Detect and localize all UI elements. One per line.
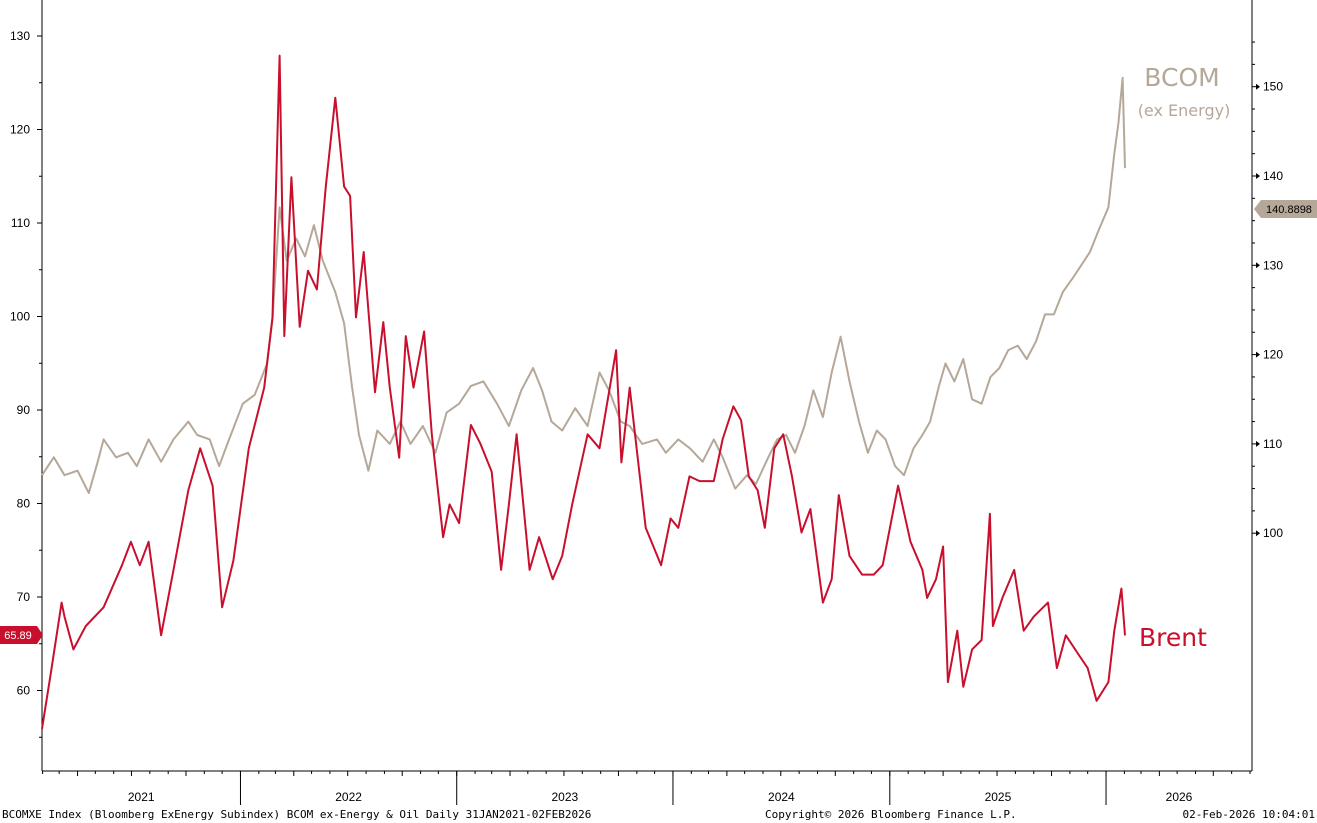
left-tick-label: 70: [17, 590, 31, 604]
right-tick-arrow: [1256, 440, 1260, 447]
x-year-label: 2021: [128, 790, 155, 804]
bcom-series-label: BCOM: [1144, 63, 1219, 92]
brent-last-value-badge: 65.89: [0, 626, 43, 644]
series-layer: [41, 54, 1126, 729]
x-year-label: 2023: [551, 790, 578, 804]
axes-layer: 60 70 80 90 100 110 120 130 100 110 120 130 140 150 20…: [10, 0, 1283, 805]
right-tick-arrow: [1256, 351, 1260, 358]
footer-copyright: Copyright© 2026 Bloomberg Finance L.P.: [765, 808, 1017, 821]
right-tick-label: 120: [1263, 348, 1283, 362]
right-tick-arrow: [1256, 83, 1260, 90]
bcom-series-line: [41, 76, 1126, 494]
left-tick-label: 90: [17, 403, 31, 417]
brent-last-value: 65.89: [4, 630, 32, 642]
right-tick-label: 150: [1263, 80, 1283, 94]
right-tick-label: 110: [1263, 437, 1282, 451]
brent-series-label: Brent: [1139, 623, 1207, 652]
footer-timestamp: 02-Feb-2026 10:04:01: [1183, 808, 1315, 821]
brent-series-line: [41, 54, 1126, 729]
left-tick-label: 130: [10, 29, 30, 43]
left-tick-label: 100: [10, 310, 30, 324]
bcom-last-value-badge: 140.8898: [1254, 200, 1317, 218]
footer-source: BCOMXE Index (Bloomberg ExEnergy Subinde…: [2, 808, 591, 821]
right-tick-label: 100: [1263, 526, 1283, 540]
x-year-label: 2024: [768, 790, 795, 804]
bcom-series-sublabel: (ex Energy): [1138, 101, 1231, 120]
right-tick-arrow: [1256, 173, 1260, 179]
right-tick-arrow: [1256, 530, 1260, 537]
left-tick-label: 60: [17, 684, 31, 698]
right-tick-label: 140: [1263, 169, 1283, 183]
left-tick-label: 120: [10, 123, 30, 137]
right-tick-label: 130: [1263, 258, 1283, 272]
x-year-label: 2026: [1166, 790, 1193, 804]
x-year-label: 2025: [985, 790, 1012, 804]
left-tick-label: 110: [11, 216, 30, 230]
left-tick-label: 80: [17, 497, 31, 511]
right-tick-arrow: [1256, 262, 1260, 269]
bcom-last-value: 140.8898: [1266, 204, 1312, 216]
x-year-label: 2022: [335, 790, 362, 804]
